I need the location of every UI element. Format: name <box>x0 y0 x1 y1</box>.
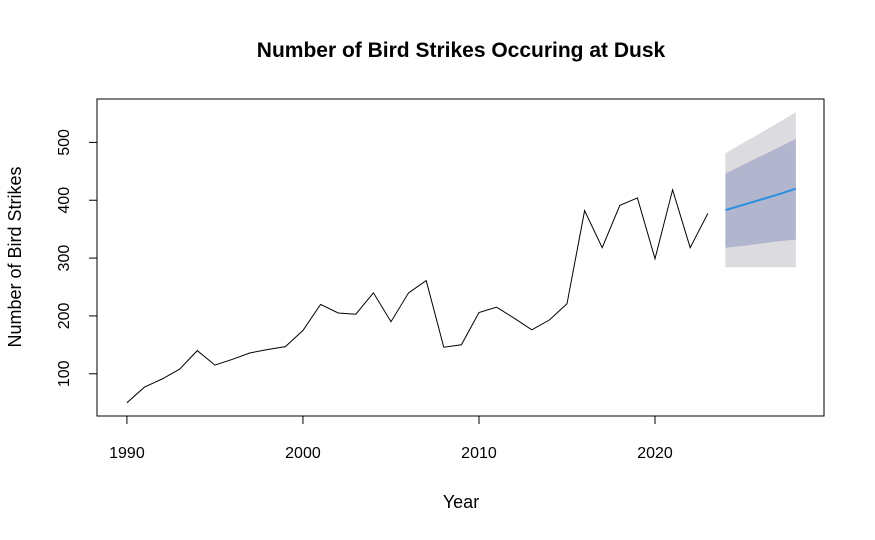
y-axis: 100 200 300 400 500 <box>56 129 98 387</box>
forecast-band-80 <box>725 138 796 248</box>
x-tick-label: 1990 <box>109 445 145 462</box>
y-tick-label: 200 <box>56 302 73 329</box>
series-layer <box>126 187 797 404</box>
x-tick-label: 2000 <box>285 445 321 462</box>
x-axis-label: Year <box>443 492 479 512</box>
y-tick-label: 400 <box>56 187 73 214</box>
y-tick-label: 100 <box>56 360 73 387</box>
forecast-bands <box>725 112 796 268</box>
y-axis-label: Number of Bird Strikes <box>5 166 25 347</box>
series-line-observed <box>126 187 709 404</box>
chart-title: Number of Bird Strikes Occuring at Dusk <box>257 39 666 62</box>
plot-frame <box>96 98 825 417</box>
x-tick-label: 2020 <box>637 445 673 462</box>
series-line-forecast <box>725 187 797 212</box>
y-tick-label: 500 <box>56 129 73 156</box>
x-axis: 1990 2000 2010 2020 <box>109 415 673 462</box>
y-tick-label: 300 <box>56 245 73 272</box>
x-tick-label: 2010 <box>461 445 497 462</box>
